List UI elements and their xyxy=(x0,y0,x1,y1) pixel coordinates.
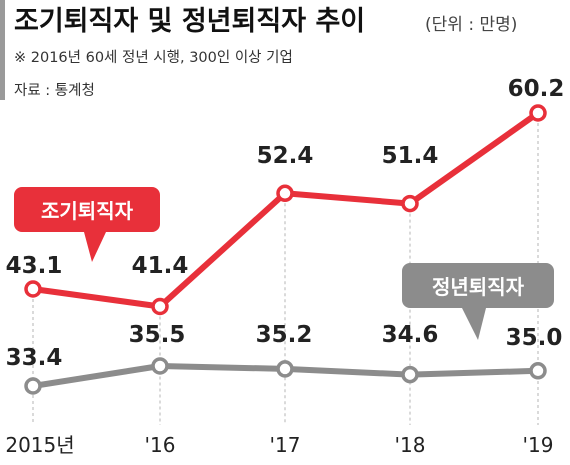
value-label: 41.4 xyxy=(132,253,189,279)
chart-note: ※ 2016년 60세 정년 시행, 300인 이상 기업 xyxy=(14,49,293,66)
x-tick-label: '17 xyxy=(270,433,301,457)
legend-callout-early-retirees: 조기퇴직자 xyxy=(14,187,160,262)
x-tick-label: 2015년 xyxy=(5,433,74,457)
value-label: 52.4 xyxy=(257,143,314,169)
value-label: 33.4 xyxy=(6,345,63,371)
callout-box-retirement xyxy=(402,263,554,340)
value-label: 60.2 xyxy=(508,76,565,102)
x-tick-label: '19 xyxy=(523,433,554,457)
legend-label-retirement: 정년퇴직자 xyxy=(432,275,525,299)
title-accent-bar xyxy=(0,0,5,100)
data-point xyxy=(529,362,547,380)
data-point xyxy=(151,357,169,375)
value-label: 34.6 xyxy=(382,322,439,348)
data-point xyxy=(401,194,419,213)
unit-label: (단위 : 만명) xyxy=(425,15,517,35)
legend-label-early: 조기퇴직자 xyxy=(41,199,134,223)
value-label: 35.0 xyxy=(506,325,563,351)
data-points xyxy=(24,104,547,395)
value-label: 35.2 xyxy=(256,322,313,348)
value-labels: 43.1 41.4 52.4 51.4 60.2 33.4 35.5 35.2 34.6 35.0 xyxy=(6,76,565,371)
source-label: 자료 : 통계청 xyxy=(14,82,95,99)
chart-title: 조기퇴직자 및 정년퇴직자 추이 xyxy=(14,6,365,37)
value-label: 43.1 xyxy=(6,253,63,279)
x-tick-label: '16 xyxy=(145,433,176,457)
x-axis-ticks: 2015년 '16 '17 '18 '19 xyxy=(5,433,553,457)
data-point xyxy=(24,280,42,298)
value-label: 35.5 xyxy=(129,322,186,348)
legend-callout-retirement-age: 정년퇴직자 xyxy=(402,263,554,340)
data-point xyxy=(24,377,42,395)
value-label: 51.4 xyxy=(382,143,439,169)
callout-box-early xyxy=(14,187,160,262)
data-point xyxy=(529,104,547,122)
data-point xyxy=(151,297,169,316)
data-point xyxy=(401,365,419,384)
x-tick-label: '18 xyxy=(395,433,426,457)
data-point xyxy=(276,184,294,203)
data-point xyxy=(276,360,294,378)
